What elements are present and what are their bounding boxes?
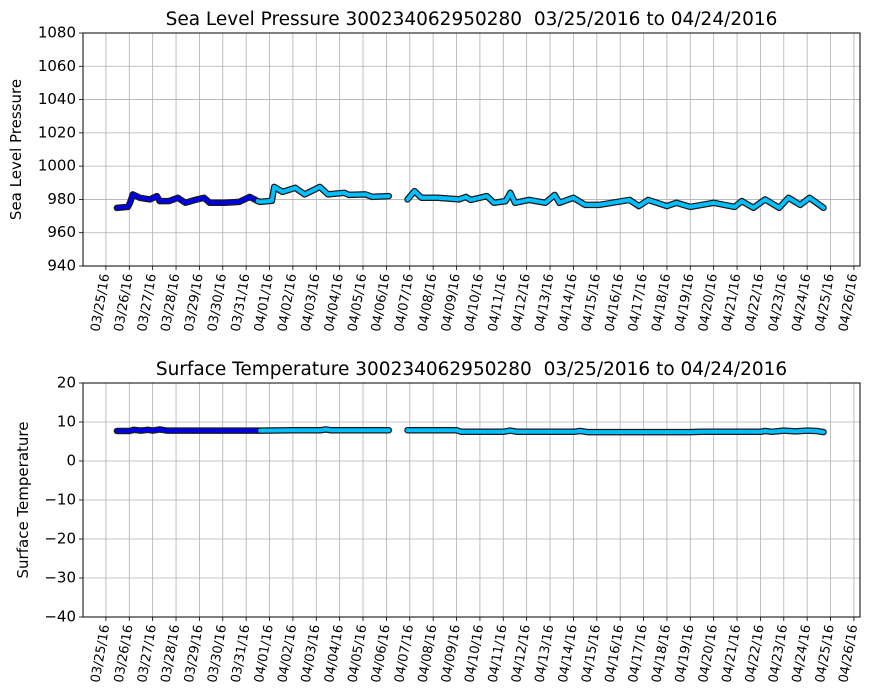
y-tick-label: 1060 — [38, 57, 76, 75]
x-tick-label: 03/30/16 — [205, 624, 230, 684]
series-line-segment-3 — [405, 189, 826, 210]
subplot-1: 03/25/1603/26/1603/27/1603/28/1603/29/16… — [7, 9, 861, 333]
x-tick-label: 04/18/16 — [649, 273, 674, 333]
axes-frame — [82, 32, 861, 267]
x-tick-label: 03/28/16 — [159, 624, 184, 684]
x-tick-label: 04/25/16 — [813, 273, 838, 333]
x-tick-label: 04/26/16 — [836, 624, 861, 684]
y-axis-label: Surface Temperature — [14, 422, 32, 579]
x-tick-label: 04/19/16 — [673, 273, 698, 333]
x-tick-label: 04/13/16 — [533, 273, 558, 333]
x-tick-label: 04/13/16 — [533, 624, 558, 684]
x-tick-label: 04/23/16 — [766, 624, 791, 684]
x-tick-label: 04/02/16 — [275, 273, 300, 333]
x-tick-label: 03/27/16 — [135, 273, 160, 333]
x-tick-label: 03/31/16 — [229, 624, 254, 684]
x-tick-label: 04/08/16 — [416, 624, 441, 684]
series-line-segment-1 — [114, 192, 260, 210]
x-tick-label: 04/25/16 — [813, 624, 838, 684]
series-line-segment-1 — [114, 427, 263, 433]
x-tick-label: 04/26/16 — [836, 273, 861, 333]
x-tick-label: 04/04/16 — [322, 624, 347, 684]
x-tick-label: 04/12/16 — [509, 624, 534, 684]
x-tick-label: 03/26/16 — [112, 273, 137, 333]
x-tick-label: 04/07/16 — [392, 624, 417, 684]
x-tick-label: 04/07/16 — [392, 273, 417, 333]
x-tick-label: 03/28/16 — [159, 273, 184, 333]
x-tick-label: 03/29/16 — [182, 273, 207, 333]
y-tick-label: 980 — [47, 190, 76, 208]
x-tick-label: 04/14/16 — [556, 273, 581, 333]
x-tick-label: 04/20/16 — [696, 273, 721, 333]
x-tick-label: 03/29/16 — [182, 624, 207, 684]
x-tick-label: 03/26/16 — [112, 624, 137, 684]
x-tick-label: 04/03/16 — [299, 273, 324, 333]
x-tick-label: 04/22/16 — [743, 624, 768, 684]
x-tick-label: 04/02/16 — [275, 624, 300, 684]
x-tick-label: 04/16/16 — [603, 624, 628, 684]
x-tick-label: 04/17/16 — [626, 273, 651, 333]
x-tick-label: 04/08/16 — [416, 273, 441, 333]
x-tick-label: 03/25/16 — [88, 624, 113, 684]
x-tick-label: 04/04/16 — [322, 273, 347, 333]
y-tick-label: −10 — [44, 491, 76, 509]
x-tick-label: 04/16/16 — [603, 273, 628, 333]
chart-title: Surface Temperature 300234062950280 03/2… — [156, 359, 787, 380]
x-tick-label: 04/03/16 — [299, 624, 324, 684]
x-tick-label: 04/05/16 — [346, 624, 371, 684]
x-tick-label: 04/12/16 — [509, 273, 534, 333]
x-tick-label: 03/27/16 — [135, 624, 160, 684]
x-tick-label: 04/23/16 — [766, 273, 791, 333]
y-axis-label: Sea Level Pressure — [7, 79, 25, 220]
y-tick-label: −30 — [44, 569, 76, 587]
x-tick-label: 04/15/16 — [579, 624, 604, 684]
subplot-2: 03/25/1603/26/1603/27/1603/28/1603/29/16… — [14, 359, 861, 684]
y-tick-label: 20 — [57, 374, 76, 392]
x-tick-label: 04/05/16 — [346, 273, 371, 333]
y-tick-label: −20 — [44, 530, 76, 548]
x-tick-label: 04/09/16 — [439, 273, 464, 333]
x-tick-label: 04/10/16 — [462, 273, 487, 333]
y-tick-label: 0 — [66, 452, 76, 470]
x-tick-label: 04/24/16 — [790, 624, 815, 684]
x-tick-label: 04/18/16 — [649, 624, 674, 684]
x-tick-label: 04/22/16 — [743, 273, 768, 333]
x-tick-label: 04/09/16 — [439, 624, 464, 684]
x-tick-label: 04/11/16 — [486, 273, 511, 333]
y-tick-label: 1080 — [38, 24, 76, 42]
axes-frame — [82, 382, 861, 618]
x-tick-label: 03/25/16 — [88, 273, 113, 333]
x-tick-label: 04/24/16 — [790, 273, 815, 333]
x-tick-label: 04/10/16 — [462, 624, 487, 684]
y-tick-label: 10 — [57, 413, 76, 431]
series-line-segment-2 — [255, 184, 391, 204]
y-tick-label: −40 — [44, 608, 76, 626]
y-tick-label: 1000 — [38, 157, 76, 175]
x-tick-label: 03/31/16 — [229, 273, 254, 333]
x-tick-label: 04/20/16 — [696, 624, 721, 684]
x-tick-label: 04/11/16 — [486, 624, 511, 684]
series-line-segment-2 — [258, 427, 391, 433]
chart-title: Sea Level Pressure 300234062950280 03/25… — [166, 9, 778, 30]
y-tick-label: 940 — [47, 257, 76, 275]
x-tick-label: 04/17/16 — [626, 624, 651, 684]
x-tick-label: 03/30/16 — [205, 273, 230, 333]
x-tick-label: 04/01/16 — [252, 273, 277, 333]
series-line-segment-3 — [405, 428, 826, 435]
x-tick-label: 04/14/16 — [556, 624, 581, 684]
y-tick-label: 1020 — [38, 123, 76, 141]
x-tick-label: 04/06/16 — [369, 624, 394, 684]
x-tick-label: 04/19/16 — [673, 624, 698, 684]
x-tick-label: 04/01/16 — [252, 624, 277, 684]
x-tick-label: 04/15/16 — [579, 273, 604, 333]
y-tick-label: 1040 — [38, 90, 76, 108]
y-tick-label: 960 — [47, 223, 76, 241]
x-tick-label: 04/21/16 — [720, 273, 745, 333]
x-tick-label: 04/06/16 — [369, 273, 394, 333]
x-tick-label: 04/21/16 — [720, 624, 745, 684]
